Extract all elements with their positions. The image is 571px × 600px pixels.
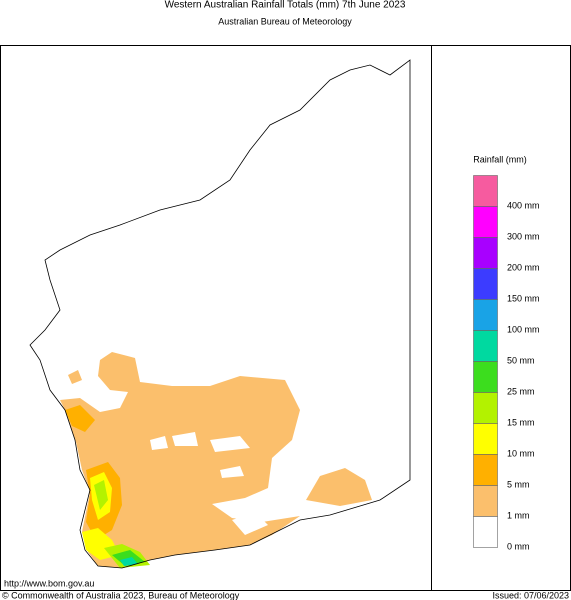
rain-10mm [82, 472, 120, 560]
rain-1mm [68, 370, 82, 384]
legend-swatch [473, 237, 498, 269]
legend-title: Rainfall (mm) [473, 154, 527, 164]
rain-15mm [94, 480, 150, 568]
rain-50mm [120, 557, 138, 566]
rain-1mm [306, 468, 372, 506]
rain-1mm [60, 352, 300, 568]
legend: 400 mm 300 mm 200 mm 150 mm 100 mm 50 mm 25 mm… [473, 175, 540, 551]
legend-swatch [473, 516, 498, 548]
legend-label: 25 mm [507, 386, 535, 396]
copyright: © Commonwealth of Australia 2023, Bureau… [2, 590, 240, 600]
legend-swatch [473, 392, 498, 424]
url: http://www.bom.gov.au [4, 578, 94, 588]
legend-swatch [473, 423, 498, 455]
legend-swatch [473, 206, 498, 238]
legend-swatch [473, 330, 498, 362]
issued: Issued: 07/06/2023 [492, 590, 569, 600]
legend-label: 1 mm [507, 510, 530, 520]
legend-swatch [473, 175, 498, 207]
legend-swatch [473, 268, 498, 300]
subtitle: Australian Bureau of Meteorology [218, 16, 352, 26]
dry-patch [150, 432, 268, 535]
legend-swatch [473, 361, 498, 393]
legend-swatch [473, 485, 498, 517]
legend-label: 50 mm [507, 355, 535, 365]
legend-label: 5 mm [507, 479, 530, 489]
legend-label: 200 mm [507, 262, 540, 272]
legend-label: 15 mm [507, 417, 535, 427]
map [29, 59, 411, 569]
legend-swatch [473, 454, 498, 486]
coastline [29, 59, 411, 569]
legend-label: 10 mm [507, 448, 535, 458]
legend-label: 400 mm [507, 200, 540, 210]
legend-swatch [473, 299, 498, 331]
title: Western Australian Rainfall Totals (mm) … [165, 0, 406, 11]
legend-label: 300 mm [507, 231, 540, 241]
legend-label: 150 mm [507, 293, 540, 303]
legend-label: 0 mm [507, 541, 530, 551]
legend-label: 100 mm [507, 324, 540, 334]
